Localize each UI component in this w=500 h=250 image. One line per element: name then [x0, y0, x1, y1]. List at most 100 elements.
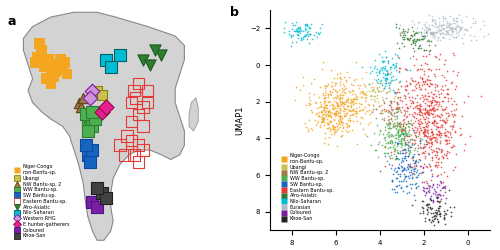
Point [360, 132, 368, 136]
Point [406, 33, 414, 37]
Point [375, 71, 383, 75]
Point [338, 86, 345, 90]
Point [420, 128, 428, 132]
Point [430, 24, 438, 28]
Point [330, 112, 338, 116]
Point [320, 96, 328, 100]
Point [320, 119, 328, 123]
Point [429, 116, 437, 119]
Point [402, 126, 409, 130]
Point [332, 106, 340, 110]
Point [406, 182, 414, 186]
Point [422, 110, 430, 114]
Point [387, 105, 395, 109]
Point [378, 68, 386, 71]
Point [451, 129, 459, 133]
Point [376, 169, 384, 173]
Point [420, 133, 428, 137]
Point [330, 118, 338, 122]
Point [432, 138, 440, 142]
Point [419, 130, 427, 134]
Point [386, 99, 394, 103]
Point [426, 13, 434, 17]
Point [280, 26, 288, 30]
Point [352, 94, 360, 98]
Point [438, 98, 446, 102]
Point [384, 151, 392, 155]
Point [433, 196, 441, 200]
Point [424, 140, 432, 144]
Point [296, 88, 304, 92]
Point [344, 118, 352, 122]
Point [348, 99, 356, 103]
Point [424, 186, 432, 190]
Point [406, 36, 414, 40]
Point [398, 131, 406, 135]
Point [420, 131, 428, 135]
Point [430, 104, 438, 108]
Point [430, 88, 438, 92]
Point [434, 125, 442, 129]
Point [392, 136, 400, 140]
Point [348, 89, 356, 93]
Point [324, 112, 332, 116]
Point [396, 66, 404, 70]
Point [452, 152, 460, 156]
Point [386, 111, 394, 115]
Point [440, 119, 448, 123]
Point [460, 32, 468, 36]
Point [370, 94, 378, 98]
Point [396, 134, 404, 138]
Point [325, 99, 333, 103]
Point [292, 27, 300, 31]
Point [396, 179, 404, 183]
Point [398, 138, 406, 141]
Point [388, 141, 396, 145]
Point [331, 88, 339, 92]
Point [410, 148, 418, 152]
Point [429, 112, 437, 116]
Point [441, 190, 449, 194]
Point [424, 131, 432, 135]
Point [426, 100, 434, 104]
Point [434, 220, 442, 224]
Point [405, 152, 413, 156]
Point [398, 30, 406, 34]
Point [386, 88, 394, 92]
Point [448, 168, 456, 172]
Point [311, 100, 319, 104]
Point [381, 76, 389, 80]
Point [335, 115, 343, 119]
Point [448, 135, 456, 139]
Point [88, 124, 96, 128]
Point [304, 34, 312, 38]
Point [321, 105, 329, 109]
Point [428, 100, 436, 104]
Point [432, 128, 440, 132]
Point [414, 46, 422, 50]
Point [389, 108, 397, 112]
Point [383, 123, 391, 127]
Point [331, 130, 339, 134]
Point [472, 19, 480, 23]
Point [420, 130, 428, 134]
Point [400, 137, 407, 141]
Point [396, 33, 404, 37]
Point [398, 145, 406, 149]
Point [406, 146, 414, 150]
Point [280, 30, 288, 34]
Point [318, 120, 326, 124]
Point [364, 122, 372, 126]
Point [420, 145, 428, 149]
Point [116, 143, 124, 147]
Point [391, 157, 399, 161]
Point [304, 127, 312, 131]
Point [396, 108, 404, 112]
Point [398, 126, 406, 130]
Point [442, 120, 450, 124]
Point [425, 52, 433, 56]
Point [336, 108, 344, 112]
Point [325, 119, 333, 123]
Point [456, 26, 464, 30]
Point [334, 97, 342, 101]
